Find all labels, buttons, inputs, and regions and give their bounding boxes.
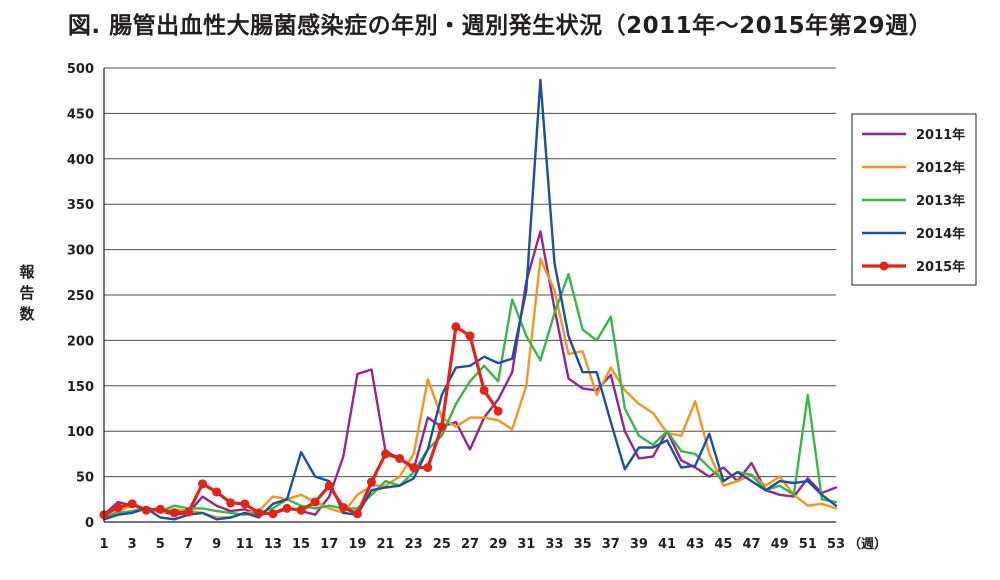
data-point-4-7	[183, 507, 193, 517]
data-point-4-25	[437, 422, 447, 432]
data-point-4-18	[338, 502, 348, 512]
x-tick-label-9: 9	[212, 537, 221, 552]
series-line-4	[102, 325, 500, 517]
y-tick-label-400: 400	[67, 153, 94, 168]
data-point-4-3	[127, 499, 137, 509]
x-tick-label-5: 5	[156, 537, 165, 552]
x-axis-unit: （週）	[848, 536, 887, 552]
y-tick-label-450: 450	[67, 107, 94, 122]
legend-label-3: 2014年	[916, 226, 965, 242]
y-tick-label-100: 100	[67, 425, 94, 440]
x-tick-label-3: 3	[128, 537, 137, 552]
legend-label-0: 2011年	[916, 127, 965, 143]
data-point-4-4	[141, 505, 151, 515]
data-point-4-9	[212, 487, 222, 497]
data-point-4-6	[169, 508, 179, 518]
x-tick-label-47: 47	[742, 537, 760, 552]
x-tick-label-19: 19	[348, 537, 366, 552]
x-tick-label-15: 15	[292, 537, 310, 552]
x-tick-label-13: 13	[264, 537, 282, 552]
data-point-4-23	[409, 463, 419, 473]
data-point-4-2	[113, 502, 123, 512]
data-point-4-22	[395, 453, 405, 463]
y-tick-label-350: 350	[67, 198, 94, 213]
x-tick-label-49: 49	[771, 537, 789, 552]
x-tick-label-29: 29	[489, 537, 507, 552]
data-point-4-8	[198, 479, 208, 489]
data-point-4-29	[493, 406, 503, 416]
data-point-4-12	[254, 508, 264, 518]
y-tick-label-250: 250	[67, 289, 94, 304]
data-point-4-24	[423, 463, 433, 473]
x-tick-label-27: 27	[461, 537, 479, 552]
y-tick-label-200: 200	[67, 334, 94, 349]
data-point-4-27	[465, 331, 475, 341]
x-tick-label-41: 41	[658, 537, 676, 552]
x-tick-label-39: 39	[630, 537, 648, 552]
data-point-4-14	[282, 503, 292, 513]
y-tick-label-0: 0	[85, 516, 94, 531]
y-tick-label-300: 300	[67, 244, 94, 259]
legend-label-2: 2013年	[916, 193, 965, 209]
legend-label-4: 2015年	[916, 259, 965, 275]
y-tick-label-50: 50	[76, 471, 94, 486]
x-tick-label-7: 7	[184, 537, 193, 552]
x-tick-label-17: 17	[320, 537, 338, 552]
x-tick-label-43: 43	[686, 537, 704, 552]
series-line-3	[102, 78, 838, 521]
legend-label-1: 2012年	[916, 160, 965, 176]
data-point-4-16	[310, 497, 320, 507]
x-tick-label-11: 11	[236, 537, 254, 552]
data-point-4-17	[324, 481, 334, 491]
y-axis-label: 報告数	[19, 263, 35, 323]
x-tick-label-31: 31	[517, 537, 535, 552]
data-point-4-11	[240, 499, 250, 509]
x-tick-label-45: 45	[714, 537, 732, 552]
data-point-4-19	[352, 509, 362, 519]
x-tick-label-51: 51	[799, 537, 817, 552]
x-tick-label-25: 25	[433, 537, 451, 552]
chart-title: 図. 腸管出血性大腸菌感染症の年別・週別発生状況（2011年～2015年第29週…	[67, 13, 933, 39]
data-point-4-26	[451, 322, 461, 332]
x-tick-label-37: 37	[602, 537, 620, 552]
data-point-4-28	[479, 385, 489, 395]
x-tick-label-33: 33	[545, 537, 563, 552]
x-tick-label-23: 23	[405, 537, 423, 552]
gridlines	[104, 67, 836, 523]
data-point-4-20	[366, 477, 376, 487]
legend-marker-4	[879, 261, 889, 271]
x-tick-label-53: 53	[827, 537, 845, 552]
x-tick-label-21: 21	[376, 537, 394, 552]
data-point-4-15	[296, 505, 306, 515]
x-tick-label-35: 35	[574, 537, 592, 552]
y-tick-label-150: 150	[67, 380, 94, 395]
series-line-0	[102, 230, 838, 516]
series-line-2	[102, 272, 838, 518]
data-point-4-21	[381, 449, 391, 459]
x-tick-label-1: 1	[99, 537, 108, 552]
data-point-4-10	[226, 498, 236, 508]
series-lines	[99, 78, 838, 521]
data-point-4-5	[155, 504, 165, 514]
y-tick-label-500: 500	[67, 62, 94, 77]
legend: 2011年 2012年 2013年 2014年 2015年	[851, 113, 977, 286]
data-point-4-13	[268, 509, 278, 519]
